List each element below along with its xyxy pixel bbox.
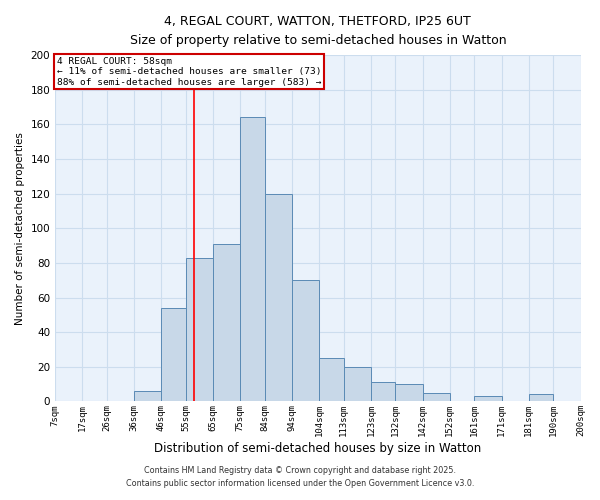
- Bar: [240, 118, 265, 402]
- Bar: [422, 393, 450, 402]
- Bar: [529, 394, 553, 402]
- Bar: [319, 358, 344, 402]
- Title: 4, REGAL COURT, WATTON, THETFORD, IP25 6UT
Size of property relative to semi-det: 4, REGAL COURT, WATTON, THETFORD, IP25 6…: [130, 15, 506, 47]
- Bar: [475, 396, 502, 402]
- Bar: [186, 258, 213, 402]
- Bar: [265, 194, 292, 402]
- Y-axis label: Number of semi-detached properties: Number of semi-detached properties: [15, 132, 25, 324]
- Bar: [292, 280, 319, 402]
- Bar: [395, 384, 422, 402]
- Text: 4 REGAL COURT: 58sqm
← 11% of semi-detached houses are smaller (73)
88% of semi-: 4 REGAL COURT: 58sqm ← 11% of semi-detac…: [56, 57, 321, 86]
- Bar: [371, 382, 395, 402]
- Text: Contains HM Land Registry data © Crown copyright and database right 2025.
Contai: Contains HM Land Registry data © Crown c…: [126, 466, 474, 487]
- Bar: [161, 308, 186, 402]
- Bar: [134, 391, 161, 402]
- Bar: [213, 244, 240, 402]
- X-axis label: Distribution of semi-detached houses by size in Watton: Distribution of semi-detached houses by …: [154, 442, 481, 455]
- Bar: [344, 367, 371, 402]
